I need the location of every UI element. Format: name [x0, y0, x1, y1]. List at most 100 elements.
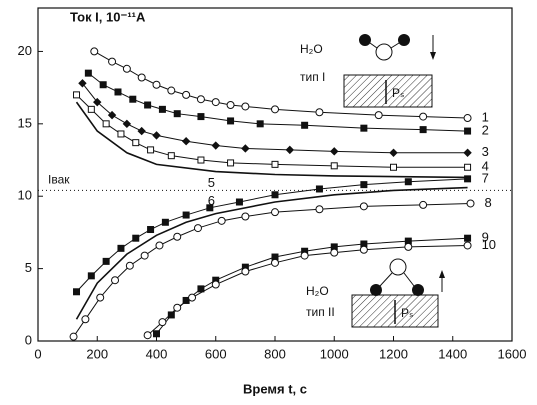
marker: [125, 261, 134, 270]
y-tick-label: 5: [25, 260, 32, 275]
marker: [167, 86, 176, 95]
annotation: Pₛ: [392, 86, 404, 100]
marker: [217, 216, 226, 225]
marker: [147, 146, 155, 154]
marker: [87, 105, 95, 113]
y-tick-label: 15: [18, 115, 32, 130]
marker: [359, 245, 368, 254]
marker: [359, 202, 368, 211]
x-tick-label: 200: [86, 346, 108, 361]
series-label: 7: [482, 170, 489, 185]
marker: [241, 102, 250, 111]
series-line: [75, 101, 468, 179]
series-line: [94, 51, 468, 119]
series-label: 5: [208, 175, 215, 190]
marker: [84, 69, 92, 77]
marker: [196, 95, 205, 104]
marker: [158, 105, 166, 113]
marker: [155, 241, 164, 250]
annotation: H₂O: [300, 42, 323, 56]
marker: [158, 318, 167, 327]
x-tick-label: 1400: [438, 346, 467, 361]
annotation: тип I: [300, 70, 325, 84]
series-label: 3: [482, 144, 489, 159]
marker: [315, 205, 324, 214]
marker: [182, 211, 190, 219]
marker: [271, 160, 279, 168]
marker: [181, 136, 191, 146]
marker: [285, 145, 295, 155]
series-line: [75, 186, 468, 320]
marker: [330, 147, 339, 156]
marker: [211, 98, 220, 107]
marker: [226, 101, 235, 110]
y-tick-label: 0: [25, 332, 32, 347]
series-label: 9: [482, 230, 489, 245]
type-two-icon: [351, 258, 445, 328]
marker: [419, 112, 428, 121]
marker: [69, 332, 78, 341]
x-tick-label: 1000: [320, 346, 349, 361]
series-label: 4: [482, 159, 489, 174]
marker: [78, 79, 87, 88]
marker: [173, 303, 182, 312]
marker: [102, 120, 110, 128]
marker: [182, 296, 190, 304]
marker: [241, 144, 250, 153]
marker: [73, 288, 81, 296]
x-tick-label: 800: [264, 346, 286, 361]
marker: [173, 232, 182, 241]
y-tick-label: 20: [18, 43, 32, 58]
marker: [271, 191, 279, 199]
series-label: 6: [208, 193, 215, 208]
marker: [360, 181, 368, 189]
marker: [404, 242, 413, 251]
marker: [315, 185, 323, 193]
x-tick-label: 1600: [498, 346, 527, 361]
marker: [161, 218, 169, 226]
x-tick-label: 0: [34, 346, 41, 361]
marker: [241, 267, 250, 276]
marker: [117, 130, 125, 138]
marker: [300, 251, 309, 260]
marker: [167, 311, 175, 319]
series-label: 1: [482, 109, 489, 124]
marker: [464, 127, 472, 135]
marker: [211, 280, 220, 289]
marker: [390, 163, 397, 171]
marker: [90, 47, 99, 56]
marker: [152, 131, 161, 140]
marker: [211, 141, 220, 150]
x-tick-label: 400: [146, 346, 168, 361]
marker: [374, 111, 383, 120]
marker: [241, 212, 250, 221]
marker: [330, 248, 339, 257]
marker: [235, 198, 243, 206]
marker: [117, 244, 125, 252]
marker: [256, 120, 264, 128]
reference-label: Iвак: [48, 173, 70, 187]
y-tick-label: 10: [18, 188, 32, 203]
marker: [111, 276, 120, 285]
marker: [140, 251, 149, 260]
marker: [463, 148, 472, 157]
series-label: 2: [482, 123, 489, 138]
marker: [464, 163, 472, 171]
marker: [464, 175, 472, 183]
marker: [81, 315, 90, 324]
marker: [137, 73, 146, 82]
marker: [193, 224, 202, 233]
marker: [132, 234, 140, 242]
marker: [153, 330, 160, 338]
marker: [227, 117, 235, 125]
marker: [464, 234, 472, 242]
marker: [188, 293, 197, 302]
marker: [206, 204, 214, 212]
x-tick-label: 1200: [379, 346, 408, 361]
marker: [463, 114, 472, 123]
y-axis-label: Ток I, 10⁻¹¹A: [70, 9, 146, 24]
marker: [129, 95, 137, 103]
marker: [108, 57, 117, 66]
marker: [132, 139, 140, 147]
type-one-icon: [343, 34, 436, 108]
